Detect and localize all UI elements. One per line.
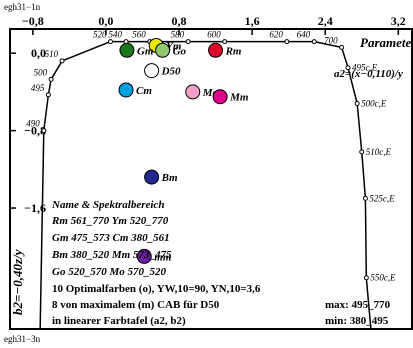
y-tick-label: 0,0 [31, 46, 46, 60]
boundary-marker [345, 65, 351, 71]
legend-block: Name & Spektralbereich Rm 561_770 Ym 520… [51, 199, 391, 327]
wavelength-marker [222, 39, 228, 45]
color-point-label: Go [173, 45, 187, 57]
min-label: min: 380_495 [325, 315, 389, 327]
color-point-label: Mm [229, 92, 249, 104]
wavelength-label: 600 [207, 30, 221, 40]
wavelength-marker [59, 58, 65, 64]
color-point-c [118, 82, 134, 98]
y-axis-ticks: 0,0 −0,8 −1,6 [10, 46, 46, 215]
color-point-label: D50 [161, 66, 181, 78]
x-tick-label: 2,4 [318, 14, 333, 28]
parameter-label: Parameter: N [360, 35, 413, 50]
wavelength-marker [185, 39, 191, 45]
color-point-g [119, 42, 135, 58]
y-tick-label: −1,6 [24, 201, 46, 215]
legend-row: Rm 561_770 Ym 520_770 [51, 215, 169, 227]
wavelength-label: 580 [171, 30, 185, 40]
x-tick-label: 0,8 [172, 14, 187, 28]
legend-line1: 10 Optimalfarben (o), YW,10=90, YN,10=3,… [52, 283, 261, 295]
color-point-d50 [144, 63, 160, 79]
wavelength-label: 700 [324, 35, 338, 45]
wavelength-marker [284, 39, 290, 45]
color-point-label: Rm [225, 45, 242, 57]
wavelength-marker [45, 92, 51, 98]
boundary-marker [362, 195, 368, 201]
wavelength-label: 560 [132, 30, 146, 40]
wavelength-label: 490 [26, 119, 40, 129]
wavelength-label: 500 [34, 67, 48, 77]
color-point-label: mm [154, 251, 172, 263]
color-point-mo [185, 84, 201, 100]
wavelength-label: 540 [109, 30, 123, 40]
wavelength-marker [311, 39, 317, 45]
wavelength-marker [41, 128, 47, 134]
chart-frame [9, 28, 413, 330]
color-point-label: Ym [166, 40, 182, 52]
boundary-label: 525c,E [369, 193, 395, 203]
x-tick-label: 3,2 [391, 14, 406, 28]
x-tick-label: 1,6 [245, 14, 260, 28]
legend-row: Gm 475_573 Cm 380_561 [52, 232, 170, 244]
wavelength-label: 640 [297, 30, 311, 40]
boundary-label: 550c,E [370, 273, 396, 283]
color-point-label: Bm [161, 172, 178, 184]
boundary-locus [39, 40, 111, 330]
y-tick-label: −0,8 [24, 124, 46, 138]
color-point-go [155, 42, 171, 58]
legend-row: Bm 380_520 Mm 573_475 [51, 249, 172, 261]
boundary-label: 500c,E [361, 99, 387, 109]
y-axis-label: b2=−0,40z/y [10, 249, 25, 315]
wavelength-label: 620 [269, 30, 283, 40]
wavelength-label: 510 [45, 49, 59, 59]
figure-id-bottom: egh31−3n [4, 334, 41, 344]
color-point-label: Cm [136, 85, 152, 97]
boundary-label: 495c,E [352, 63, 378, 73]
formula-label: a2=(x−0,110)/y [334, 68, 403, 80]
legend-heading: Name & Spektralbereich [51, 199, 164, 211]
boundary-label: 510c,E [366, 147, 392, 157]
wavelength-marker [108, 39, 113, 45]
boundary-marker [363, 275, 369, 281]
color-point-mm [136, 248, 152, 264]
legend-line2: 8 von maximalem (m) CAB für D50 [52, 299, 220, 311]
max-label: max: 495_770 [325, 299, 391, 311]
wavelength-marker [339, 44, 345, 50]
figure-id-top: egh31−1n [4, 2, 41, 12]
boundary-marker [359, 149, 365, 155]
legend-line3: in linearer Farbtafel (a2, b2) [52, 315, 186, 327]
color-point-m [212, 89, 228, 105]
color-point-b [144, 169, 160, 185]
wavelength-label: 495 [31, 83, 45, 93]
color-point-r [208, 42, 224, 58]
boundary-marker [354, 101, 360, 107]
wavelength-labels: 520 540 560 580 600 620 640 700 510 500 495 490 [26, 30, 345, 134]
wavelength-label: 520 [93, 30, 107, 40]
x-tick-label: −0,8 [22, 14, 44, 28]
wavelength-marker [48, 76, 54, 82]
color-point-label: Gm [137, 45, 154, 57]
x-tick-label: 0,0 [98, 14, 113, 28]
boundary-labels: 495c,E 500c,E 510c,E 525c,E 550c,E [345, 63, 396, 283]
legend-row: Go 520_570 Mo 570_520 [52, 266, 166, 278]
x-axis-ticks: −0,8 0,0 0,8 1,6 2,4 3,2 [22, 14, 406, 35]
